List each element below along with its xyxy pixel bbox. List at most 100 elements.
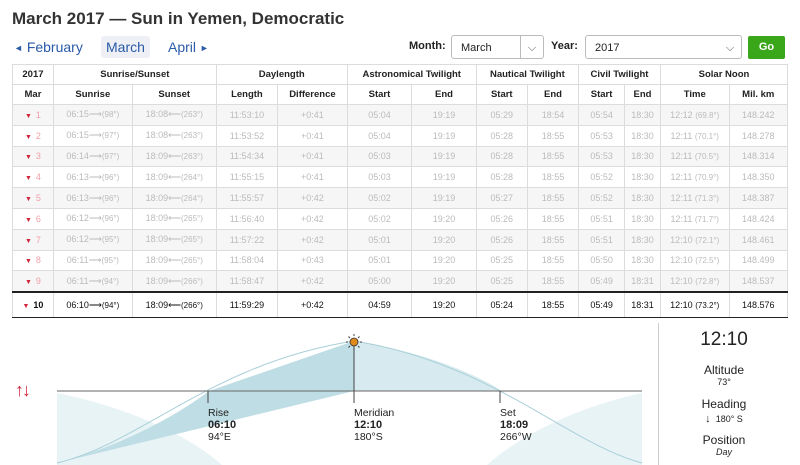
sunset-cell: 18:09⟵(265°)	[131, 249, 217, 272]
left-arrow-icon: ⟵	[168, 192, 181, 203]
position-value: Day	[715, 447, 732, 457]
noon-cell: 12:10 (73.2°)	[659, 291, 730, 319]
naut-end-cell: 18:55	[526, 228, 580, 251]
naut-start-cell: 05:24	[475, 291, 528, 319]
day-cell[interactable]: ▼ 4	[12, 166, 54, 189]
day-number: 4	[35, 172, 41, 183]
sunset-azimuth: (266°)	[181, 300, 203, 310]
day-cell[interactable]: ▼ 6	[12, 207, 54, 230]
noon-time: 12:12	[670, 109, 693, 120]
altitude-label: Altitude	[703, 363, 745, 377]
noon-cell: 12:10 (72.8°)	[659, 270, 730, 293]
day-cell[interactable]: ▼ 9	[12, 270, 54, 293]
difference-cell: +0:42	[277, 187, 348, 209]
sunset-time: 18:09	[145, 299, 169, 310]
astro-end-cell: 19:19	[411, 104, 477, 126]
length-header: Length	[215, 84, 279, 105]
sunrise-cell: 06:11⟶(94°)	[52, 270, 133, 293]
expand-triangle-icon: ▼	[24, 112, 32, 120]
year-select[interactable]: 2017 ⌵	[585, 35, 742, 59]
noon-altitude: (70.5°)	[694, 152, 719, 162]
meridian-label: Meridian	[354, 407, 395, 419]
rise-label: Rise	[208, 407, 230, 419]
sunrise-azimuth: (94°)	[101, 300, 120, 310]
table-row[interactable]: ▼ 6 06:12⟶(96°) 18:09⟵(265°) 11:56:40 +0:42 05…	[12, 207, 789, 230]
sunrise-time: 06:11	[66, 275, 89, 286]
go-button[interactable]: Go	[748, 36, 785, 59]
naut-start-cell: 05:25	[475, 270, 528, 293]
difference-cell: +0:42	[277, 207, 348, 230]
day-number: 8	[35, 255, 41, 266]
table-row[interactable]: ▼ 5 06:13⟶(96°) 18:09⟵(264°) 11:55:57 +0:42 05…	[12, 187, 789, 209]
prev-month-link[interactable]: ◄ February	[14, 36, 83, 58]
sunrise-time: 06:15	[66, 109, 89, 120]
sunrise-time: 06:10	[66, 299, 89, 310]
table-row[interactable]: ▼ 3 06:14⟶(97°) 18:09⟵(263°) 11:54:34 +0:41 05…	[12, 145, 789, 168]
expand-triangle-icon: ▼	[22, 303, 30, 311]
sunrise-cell: 06:10⟶(94°)	[52, 291, 133, 319]
day-cell[interactable]: ▼ 10	[12, 291, 54, 319]
naut-start-header: Start	[475, 84, 528, 105]
day-cell[interactable]: ▼ 5	[12, 187, 54, 209]
day-cell[interactable]: ▼ 8	[12, 249, 54, 272]
current-month-link[interactable]: March	[101, 36, 150, 58]
day-cell[interactable]: ▼ 3	[12, 145, 54, 168]
heading-value: 180° S	[715, 414, 743, 424]
meridian-direction: 180°S	[354, 431, 383, 443]
sunrise-time: 06:14	[66, 150, 89, 161]
day-cell[interactable]: ▼ 2	[12, 124, 54, 147]
expand-triangle-icon: ▼	[24, 279, 32, 287]
right-arrow-icon: ⟶	[88, 109, 102, 120]
civil-end-cell: 18:30	[624, 124, 661, 147]
day-curve-right	[354, 341, 502, 391]
day-cell[interactable]: ▼ 7	[12, 228, 54, 251]
sun-position-panel: 12:10 Altitude 73° Heading ↓ 180° S Posi…	[658, 323, 789, 465]
meridian-time: 12:10	[354, 419, 383, 431]
next-month-link[interactable]: April ►	[168, 36, 209, 58]
sunset-cell: 18:09⟵(264°)	[131, 187, 217, 209]
civil-start-cell: 05:54	[578, 104, 626, 126]
table-row[interactable]: ▼ 9 06:11⟶(94°) 18:09⟵(266°) 11:58:47 +0:42 05…	[12, 270, 789, 293]
right-arrow-icon: ⟶	[88, 171, 102, 182]
distance-header: Mil. km	[728, 84, 789, 105]
table-row[interactable]: ▼ 4 06:13⟶(96°) 18:09⟵(264°) 11:55:15 +0:41 05…	[12, 166, 789, 189]
position-label: Position	[702, 433, 746, 447]
month-select[interactable]: March ⌵	[451, 35, 544, 59]
length-cell: 11:56:40	[215, 207, 279, 230]
day-cell[interactable]: ▼ 1	[12, 104, 54, 126]
table-row[interactable]: ▼ 8 06:11⟶(95°) 18:09⟵(265°) 11:58:04 +0:43 05…	[12, 249, 789, 272]
table-row[interactable]: ▼ 1 06:15⟶(98°) 18:08⟵(263°) 11:53:10 +0:41 05…	[12, 104, 789, 126]
naut-end-cell: 18:55	[526, 124, 580, 147]
right-arrow-icon: ⟶	[88, 299, 102, 310]
month-label: Month:	[409, 40, 446, 52]
sunset-time: 18:09	[145, 150, 169, 161]
civil-end-cell: 18:30	[624, 104, 661, 126]
up-down-arrows-icon[interactable]: ↑↓	[15, 380, 31, 400]
noon-cell: 12:12 (69.8°)	[659, 104, 730, 126]
astronomical-header: Astronomical Twilight	[346, 64, 477, 85]
noon-cell: 12:11 (70.1°)	[659, 124, 730, 147]
sunset-azimuth: (263°)	[181, 131, 203, 141]
day-number: 2	[35, 130, 41, 141]
civil-start-cell: 05:52	[578, 166, 626, 189]
sunset-cell: 18:09⟵(266°)	[131, 291, 217, 319]
current-day-row[interactable]: ▼ 10 06:10⟶(94°) 18:09⟵(266°) 11:59:29 +0…	[12, 291, 789, 319]
length-cell: 11:59:29	[215, 291, 279, 319]
astro-start-cell: 05:04	[346, 124, 413, 147]
sunrise-time: 06:13	[66, 192, 89, 203]
distance-cell: 148.537	[728, 270, 789, 293]
length-cell: 11:55:57	[215, 187, 279, 209]
next-month-label: April	[168, 39, 197, 55]
sunset-time: 18:08	[145, 109, 169, 120]
expand-triangle-icon: ▼	[24, 175, 32, 183]
left-arrow-icon: ⟵	[168, 234, 181, 245]
sunrise-time: 06:12	[66, 213, 89, 224]
expand-triangle-icon: ▼	[24, 237, 32, 245]
sunset-header: Sunset	[131, 84, 217, 105]
table-row[interactable]: ▼ 7 06:12⟶(95°) 18:09⟵(265°) 11:57:22 +0:42 05…	[12, 228, 789, 251]
naut-start-cell: 05:27	[475, 187, 528, 209]
difference-cell: +0:41	[277, 166, 348, 189]
left-arrow-icon: ⟵	[168, 150, 181, 161]
length-cell: 11:58:47	[215, 270, 279, 293]
table-row[interactable]: ▼ 2 06:15⟶(97°) 18:08⟵(263°) 11:53:52 +0:41 05…	[12, 124, 789, 147]
